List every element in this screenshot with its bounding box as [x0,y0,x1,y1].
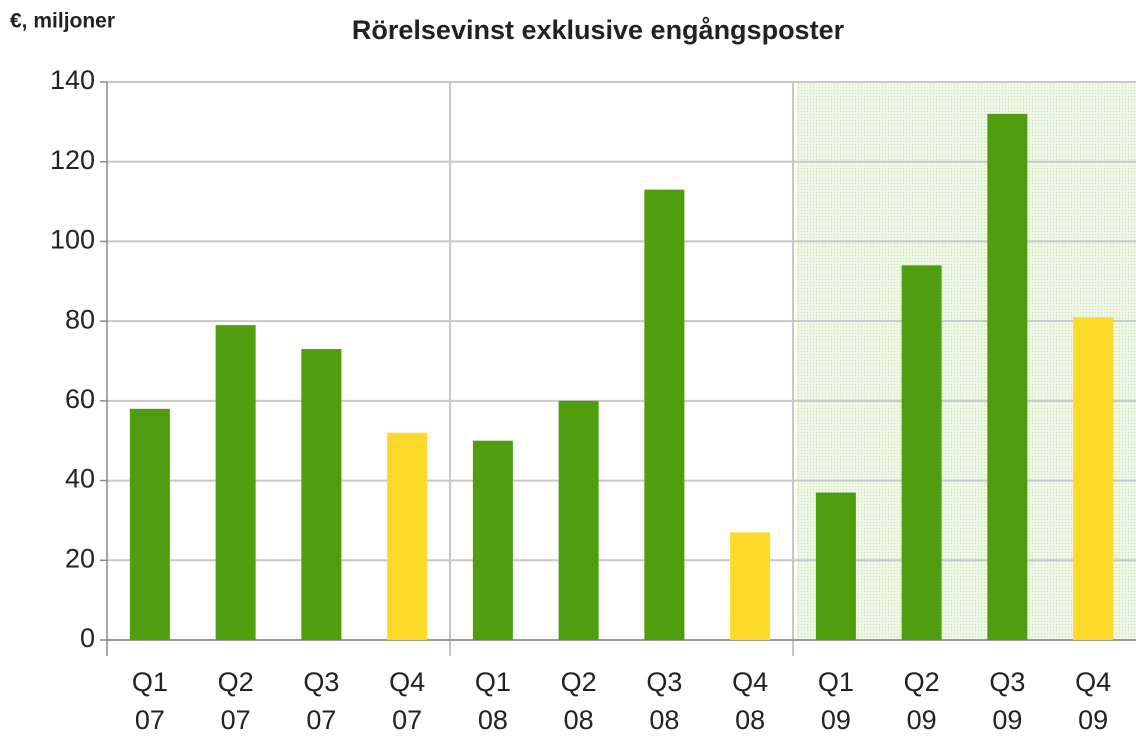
x-tick-label: Q2 08 [560,667,597,735]
x-tick-label: Q3 09 [989,667,1026,735]
y-tick-label: 80 [65,304,95,334]
y-tick-label: 60 [65,384,95,414]
x-tick-label: Q4 08 [732,667,769,735]
y-tick-label: 120 [50,145,95,175]
bar [1073,317,1114,640]
x-tick-label: Q2 07 [217,667,254,735]
bar [558,400,599,640]
x-tick-label: Q4 07 [389,667,426,735]
y-axis-label: €, miljoner [10,10,115,33]
bar [472,440,513,640]
x-tick-label: Q1 08 [474,667,511,735]
x-tick-label: Q1 07 [131,667,168,735]
y-tick-label: 20 [65,543,95,573]
chart-title: Rörelsevinst exklusive engångsposter [352,15,845,45]
bar [815,492,856,640]
y-tick-label: 40 [65,464,95,494]
bar [901,265,942,640]
bar [301,349,342,640]
y-tick-label: 140 [50,65,95,95]
bar [129,408,170,640]
x-tick-label: Q3 08 [646,667,683,735]
bar [644,189,685,640]
bar [730,532,771,640]
y-tick-label: 0 [80,623,95,653]
bar [387,432,428,640]
bar [987,113,1028,640]
x-tick-label: Q3 07 [303,667,340,735]
x-tick-label: Q4 09 [1075,667,1112,735]
y-tick-label: 100 [50,225,95,255]
x-tick-label: Q1 09 [817,667,854,735]
x-tick-label: Q2 09 [903,667,940,735]
bar [215,325,256,640]
